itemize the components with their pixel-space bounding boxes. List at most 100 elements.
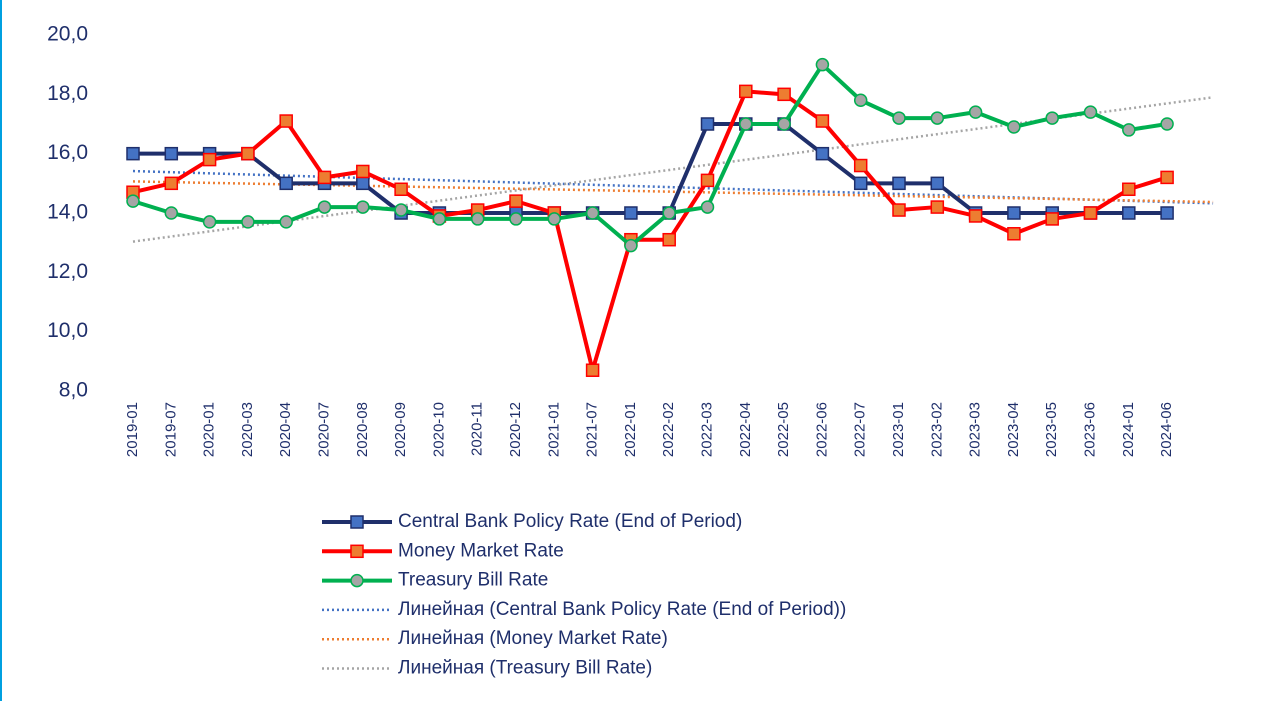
x-tick-label: 2022-06: [813, 402, 830, 457]
marker: [1007, 120, 1021, 134]
y-tick-label: 10,0: [47, 319, 88, 342]
marker: [1083, 206, 1098, 220]
marker: [1160, 206, 1174, 220]
x-tick-label: 2022-05: [775, 402, 792, 457]
y-tick-label: 16,0: [47, 141, 88, 164]
marker: [624, 238, 638, 253]
trendline: [132, 96, 1214, 243]
marker: [547, 212, 562, 226]
marker: [1160, 170, 1174, 185]
y-tick-label: 14,0: [47, 201, 88, 224]
marker: [815, 57, 830, 72]
marker: [815, 146, 830, 161]
marker: [815, 114, 830, 128]
marker: [968, 209, 983, 223]
y-tick-label: 8,0: [59, 379, 88, 402]
marker: [241, 146, 255, 161]
marker: [164, 146, 179, 161]
marker: [1160, 117, 1174, 131]
marker: [700, 200, 715, 214]
marker: [930, 111, 945, 125]
series-line: [132, 89, 1168, 373]
marker: [662, 206, 676, 220]
marker: [126, 194, 140, 208]
x-tick-label: 2021-01: [545, 402, 562, 457]
marker: [394, 182, 408, 197]
marker: [241, 215, 255, 229]
marker: [126, 146, 140, 161]
marker: [777, 117, 791, 131]
legend-marker: [350, 573, 364, 588]
marker: [356, 176, 370, 191]
marker: [700, 173, 715, 188]
marker: [317, 200, 332, 214]
x-tick-label: 2019-07: [162, 402, 179, 457]
marker: [930, 176, 945, 191]
legend-label: Treasury Bill Rate: [398, 570, 548, 591]
marker: [1122, 182, 1136, 197]
x-tick-label: 2019-01: [124, 402, 141, 457]
marker: [356, 164, 370, 179]
trendline: [132, 169, 1214, 205]
marker: [1083, 105, 1098, 119]
x-tick-label: 2020-11: [469, 402, 486, 456]
x-tick-label: 2020-03: [239, 402, 256, 457]
x-tick-label: 2022-02: [660, 402, 677, 457]
x-tick-label: 2020-09: [392, 402, 409, 457]
marker: [279, 176, 293, 191]
y-tick-label: 18,0: [47, 82, 88, 105]
legend-label: Money Market Rate: [398, 540, 564, 561]
marker: [509, 194, 523, 208]
marker: [279, 215, 293, 229]
legend-marker: [350, 515, 364, 529]
x-tick-label: 2024-01: [1120, 402, 1137, 457]
x-tick-label: 2020-08: [354, 402, 371, 457]
marker: [509, 212, 523, 226]
legend-marker: [350, 544, 364, 559]
marker: [202, 215, 217, 229]
x-tick-label: 2022-04: [737, 402, 754, 457]
y-tick-label: 12,0: [47, 260, 88, 283]
marker: [164, 206, 179, 220]
marker: [777, 87, 791, 102]
marker: [662, 232, 676, 247]
marker: [853, 158, 868, 173]
legend-label: Линейная (Treasury Bill Rate): [398, 658, 652, 679]
x-tick-label: 2021-07: [584, 402, 601, 457]
marker: [394, 203, 408, 217]
marker: [1045, 212, 1059, 226]
marker: [279, 114, 293, 128]
marker: [739, 117, 753, 131]
x-tick-label: 2020-10: [430, 402, 447, 457]
marker: [585, 363, 600, 377]
marker: [470, 212, 485, 226]
x-tick-label: 2023-06: [1081, 402, 1098, 457]
marker: [1122, 206, 1136, 220]
marker: [1007, 227, 1021, 241]
legend-label: Линейная (Central Bank Policy Rate (End …: [398, 599, 846, 620]
marker: [700, 117, 715, 131]
marker: [624, 206, 638, 220]
y-tick-label: 20,0: [47, 23, 88, 46]
x-tick-label: 2023-03: [967, 402, 984, 457]
x-tick-label: 2022-03: [698, 402, 715, 457]
marker: [432, 212, 447, 226]
marker: [356, 200, 370, 214]
x-tick-label: 2020-12: [507, 402, 524, 457]
x-tick-label: 2023-01: [890, 402, 907, 457]
legend-label: Central Bank Policy Rate (End of Period): [398, 511, 742, 532]
marker: [1007, 206, 1021, 220]
marker: [930, 200, 945, 214]
x-tick-label: 2020-07: [315, 402, 332, 457]
marker: [968, 105, 983, 119]
x-tick-label: 2023-04: [1005, 402, 1022, 457]
marker: [1045, 111, 1059, 125]
marker: [585, 206, 600, 220]
x-tick-label: 2023-02: [928, 402, 945, 457]
marker: [739, 84, 753, 99]
x-tick-label: 2020-01: [201, 402, 218, 457]
x-tick-label: 2023-05: [1043, 402, 1060, 457]
marker: [317, 170, 332, 185]
x-tick-label: 2022-07: [852, 402, 869, 457]
